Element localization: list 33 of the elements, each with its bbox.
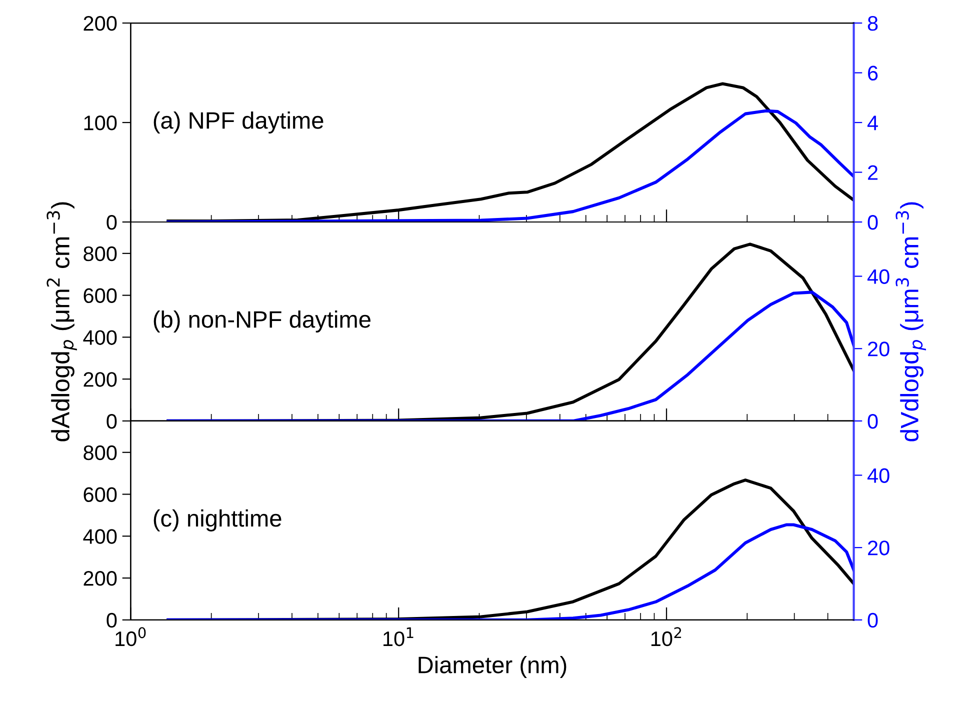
x-tick-label: 10$^{0}$ [116,627,146,646]
y2-tick-label: 4 [867,116,878,130]
y2-tick-label: 2 [868,165,878,180]
y-tick-label: 200 [84,372,117,387]
y-tick-label: 400 [83,529,117,544]
y2-tick-label: 20 [868,540,890,556]
y2-tick-label: 20 [868,342,890,356]
y2-tick-label: 0 [868,215,878,230]
y2-tick-label: 8 [868,16,878,31]
y2-tick-label: 6 [868,66,878,81]
y-tick-label: 600 [84,288,117,304]
y-tick-label: 800 [84,246,117,262]
y2-tick-label: 40 [867,468,890,483]
annotation: (b) non-NPF daytime [154,310,370,332]
y-tick-label: 0 [106,612,117,628]
y2-axis-title: dVdlogd$_{p}$ (μm$^{3}$ cm$^{−3}$) [896,202,926,442]
y-tick-label: 0 [106,215,117,230]
y2-tick-label: 0 [868,612,878,628]
x-tick-label: 10$^{2}$ [651,627,682,646]
x-axis-title: Diameter (nm) [418,656,566,678]
y-axis-title: dAdlogd$_{p}$ (μm$^{2}$ cm$^{−3}$) [46,202,77,442]
y2-tick-label: 0 [868,414,878,429]
y-tick-label: 200 [84,571,117,586]
y-tick-label: 0 [106,414,117,429]
annotation: (c) nighttime [154,509,282,532]
x-tick-label: 10$^{1}$ [384,627,414,646]
y2-tick-label: 40 [867,269,890,284]
annotation: (a) NPF daytime [154,112,324,134]
y-tick-label: 600 [84,487,117,502]
y-tick-label: 400 [83,330,117,345]
y-tick-label: 100 [84,116,117,130]
y-tick-label: 800 [84,445,117,460]
y-tick-label: 200 [84,16,117,31]
